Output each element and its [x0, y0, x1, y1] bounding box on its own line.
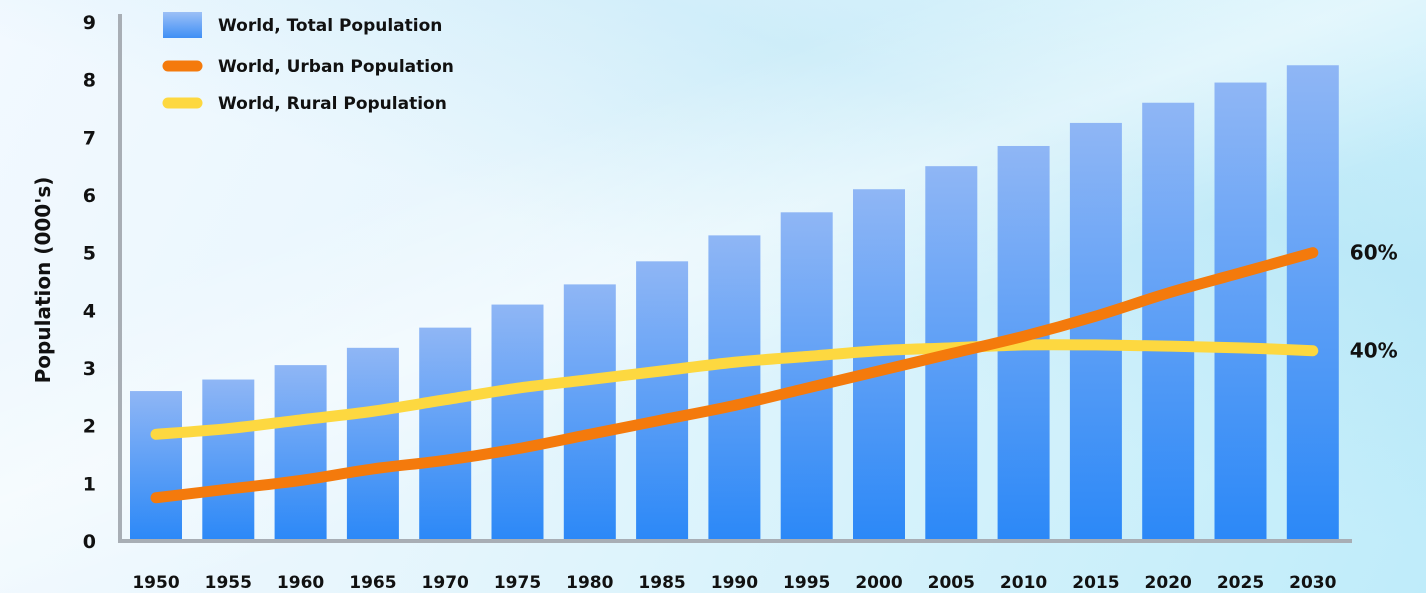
world-rural-population-end-label: 40%	[1350, 339, 1398, 363]
axes-group	[118, 14, 1352, 543]
y-tick-label: 0	[83, 531, 96, 553]
y-tick-label: 6	[83, 185, 96, 207]
x-tick-label: 2010	[1000, 573, 1047, 593]
x-tick-label: 1950	[132, 573, 179, 593]
ticks-group: 0 1 2 3 4 5 6 7 8 9 1950 1955 1960 1965 1970 1975 1980 19…	[83, 12, 1337, 593]
bar-2015	[1069, 122, 1122, 542]
y-tick-label: 2	[83, 416, 96, 438]
lines-group: 40% 60%	[150, 241, 1398, 504]
world-urban-population-line	[150, 247, 1319, 504]
bar-1955	[202, 379, 255, 541]
x-tick-label: 1965	[349, 573, 396, 593]
x-tick-label: 2020	[1145, 573, 1192, 593]
y-tick-label: 4	[83, 300, 96, 322]
world-urban-population-end-label: 60%	[1350, 241, 1398, 265]
x-tick-label: 1990	[711, 573, 758, 593]
legend: World, Total Population World, Urban Popu…	[162, 12, 454, 114]
bar-1975	[491, 304, 544, 541]
bar-1950	[130, 391, 182, 541]
bar-1970	[419, 327, 472, 541]
y-tick-label: 9	[83, 12, 96, 34]
x-tick-label: 1970	[422, 573, 469, 593]
legend-label: World, Urban Population	[218, 57, 454, 77]
y-tick-label: 3	[83, 358, 96, 380]
bar-1980	[563, 284, 616, 541]
legend-label: World, Rural Population	[218, 94, 447, 114]
y-tick-label: 8	[83, 70, 96, 92]
world-rural-population-line	[150, 339, 1319, 440]
x-tick-label: 1975	[494, 573, 541, 593]
y-tick-label: 7	[83, 127, 96, 149]
bar-1995	[780, 212, 833, 542]
bar-2030	[1286, 65, 1339, 541]
y-tick-label: 1	[83, 473, 96, 495]
y-tick-label: 5	[83, 243, 96, 265]
bar-1965	[346, 347, 399, 541]
x-tick-label: 1985	[638, 573, 685, 593]
bar-1990	[708, 235, 761, 541]
x-tick-label: 2030	[1289, 573, 1336, 593]
x-tick-label: 2005	[928, 573, 975, 593]
y-axis-label: Population (000's)	[31, 177, 55, 384]
bar-2020	[1142, 102, 1195, 541]
bar-1960	[274, 365, 327, 541]
x-tick-label: 1960	[277, 573, 324, 593]
x-tick-label: 1955	[205, 573, 252, 593]
x-tick-label: 2000	[855, 573, 902, 593]
bar-1985	[636, 261, 689, 541]
legend-label: World, Total Population	[218, 16, 442, 36]
x-tick-label: 2025	[1217, 573, 1264, 593]
x-tick-label: 2015	[1072, 573, 1119, 593]
x-tick-label: 1980	[566, 573, 613, 593]
x-tick-label: 1995	[783, 573, 830, 593]
bar-2025	[1214, 82, 1267, 542]
legend-swatch-total	[163, 12, 202, 38]
bars-group	[130, 65, 1339, 542]
